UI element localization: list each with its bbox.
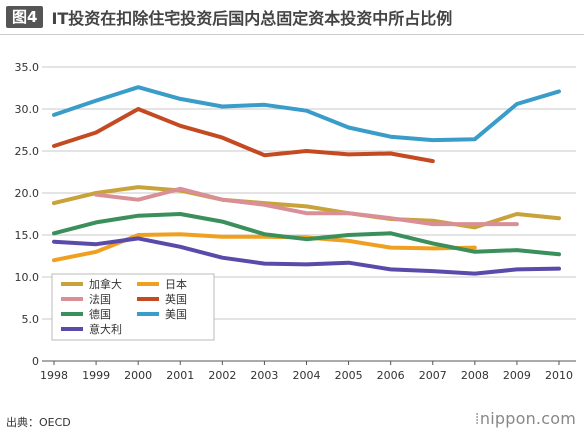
- series-line-2: [94, 186, 519, 227]
- legend-label-2: 法国: [89, 292, 111, 306]
- x-tick-label: 2003: [250, 369, 278, 382]
- x-tick-label: 2002: [208, 369, 236, 382]
- y-tick-label: 0: [32, 355, 39, 368]
- x-tick-label: 2010: [545, 369, 573, 382]
- series-line-0: [52, 185, 561, 230]
- series-line-5: [52, 85, 561, 143]
- x-tick-label: 2000: [124, 369, 152, 382]
- x-tick-label: 1999: [82, 369, 110, 382]
- y-tick-label: 15.0: [15, 229, 40, 242]
- series-line-4: [52, 212, 561, 257]
- header-divider: [0, 34, 584, 35]
- legend-label-1: 日本: [165, 277, 187, 291]
- line-chart: 0 5.0 10.0 15.0 20.0 25.0 30.0 35.0 1998 1999 2000…: [15, 61, 576, 382]
- legend-label-6: 意大利: [89, 322, 122, 336]
- chart-header: 图4 IT投资在扣除住宅投资后国内总固定资本投资中所占比例: [0, 0, 584, 34]
- x-tick-label: 1998: [40, 369, 68, 382]
- x-tick-label: 2009: [503, 369, 531, 382]
- source-note: 出典：OECD: [6, 416, 71, 429]
- y-tick-label: 10.0: [15, 271, 40, 284]
- x-tick-label: 2001: [166, 369, 194, 382]
- brand-text: nippon.com: [479, 409, 576, 428]
- y-tick-label: 35.0: [15, 61, 40, 74]
- x-tick-label: 2007: [419, 369, 447, 382]
- legend-label-3: 英国: [165, 292, 187, 306]
- legend-label-4: 德国: [89, 307, 111, 321]
- series-line-3: [52, 107, 435, 164]
- x-tick-label: 2004: [293, 369, 321, 382]
- chart-title: IT投资在扣除住宅投资后国内总固定资本投资中所占比例: [51, 9, 453, 28]
- y-tick-label: 30.0: [15, 103, 40, 116]
- legend-label-0: 加拿大: [89, 277, 122, 291]
- brand-logo: ⁞nippon.com: [475, 409, 576, 428]
- x-tick-label: 2006: [377, 369, 405, 382]
- series-line-6: [52, 236, 561, 276]
- y-tick-label: 5.0: [22, 313, 40, 326]
- figure-tag: 图4: [6, 6, 44, 28]
- y-tick-label: 20.0: [15, 187, 40, 200]
- x-tick-label: 2008: [461, 369, 489, 382]
- y-tick-label: 25.0: [15, 145, 40, 158]
- x-tick-label: 2005: [335, 369, 363, 382]
- legend-label-5: 美国: [165, 308, 187, 321]
- brand-dot-icon: ⁞: [474, 409, 480, 428]
